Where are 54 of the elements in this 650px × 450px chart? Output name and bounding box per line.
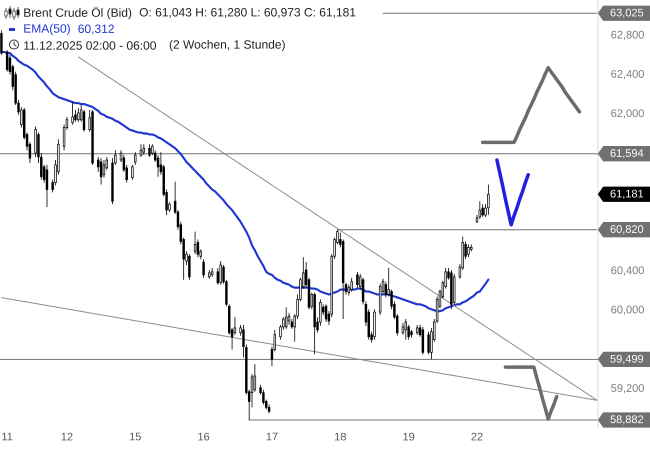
y-tick-label: 60,000 bbox=[611, 306, 644, 315]
text: 61,181 bbox=[610, 190, 644, 199]
annotation: (2 Wochen, 1 Stunde) bbox=[170, 40, 285, 52]
candlestick bbox=[140, 144, 142, 158]
y-tick-label: 62,400 bbox=[611, 70, 644, 80]
series-label: 60,820 bbox=[610, 225, 644, 234]
candlestick bbox=[102, 160, 106, 178]
candlestick bbox=[194, 231, 196, 255]
y-tick-label: 59,200 bbox=[611, 384, 644, 394]
candlestick bbox=[478, 200, 482, 220]
candlestick bbox=[6, 50, 8, 72]
candlestick bbox=[422, 326, 424, 355]
candlestick bbox=[219, 260, 222, 286]
candlestick bbox=[284, 306, 288, 330]
x-tick-label: 19 bbox=[403, 432, 414, 440]
candlestick bbox=[100, 158, 102, 185]
candlestick bbox=[350, 277, 353, 292]
x-tick-label: 12 bbox=[62, 432, 72, 440]
candlestick bbox=[142, 144, 146, 156]
candlestick bbox=[216, 268, 220, 286]
candlestick bbox=[467, 244, 470, 258]
x-tick-label: 11 bbox=[2, 432, 12, 440]
candlestick bbox=[202, 258, 205, 278]
annotation: 60,312 bbox=[78, 24, 114, 34]
x-tick-label: 18 bbox=[335, 432, 346, 440]
ref-line-label: 61,594 bbox=[610, 149, 644, 158]
candlestick bbox=[416, 324, 418, 336]
candlestick bbox=[134, 152, 136, 166]
candlestick bbox=[402, 322, 404, 336]
y-tick-label: 62,000 bbox=[611, 109, 644, 118]
text: 11.12.2025 02:00 - 06:00 bbox=[24, 41, 156, 50]
y-tick-label: 62,800 bbox=[611, 30, 644, 40]
candlestick bbox=[0, 30, 3, 56]
annotation: O: 61,043 H: 61,280 L: 60,973 C: 61,181 bbox=[140, 8, 356, 18]
candlestick bbox=[131, 164, 134, 180]
x-tick-label: 16 bbox=[198, 432, 210, 440]
candlestick bbox=[71, 102, 74, 126]
candlestick bbox=[487, 184, 490, 216]
candlestick bbox=[481, 204, 484, 218]
legend-label: EMA(50) bbox=[24, 24, 70, 36]
candlestick bbox=[427, 331, 430, 355]
series-label: 63,025 bbox=[610, 8, 644, 18]
candlestick bbox=[356, 272, 359, 288]
candlestick bbox=[77, 108, 80, 122]
x-tick-label: 22 bbox=[471, 432, 483, 440]
y-tick-label: 60,400 bbox=[611, 266, 644, 276]
candlestick bbox=[188, 254, 191, 280]
x-tick-label: 17 bbox=[266, 432, 278, 440]
text: Brent Crude Öl (Bid) bbox=[24, 6, 132, 20]
candlestick bbox=[404, 318, 408, 340]
series-label: 58,882 bbox=[610, 415, 644, 424]
ref-line-label: 59,499 bbox=[610, 354, 644, 364]
candlestick bbox=[324, 304, 328, 322]
x-tick-label: 15 bbox=[130, 432, 141, 440]
